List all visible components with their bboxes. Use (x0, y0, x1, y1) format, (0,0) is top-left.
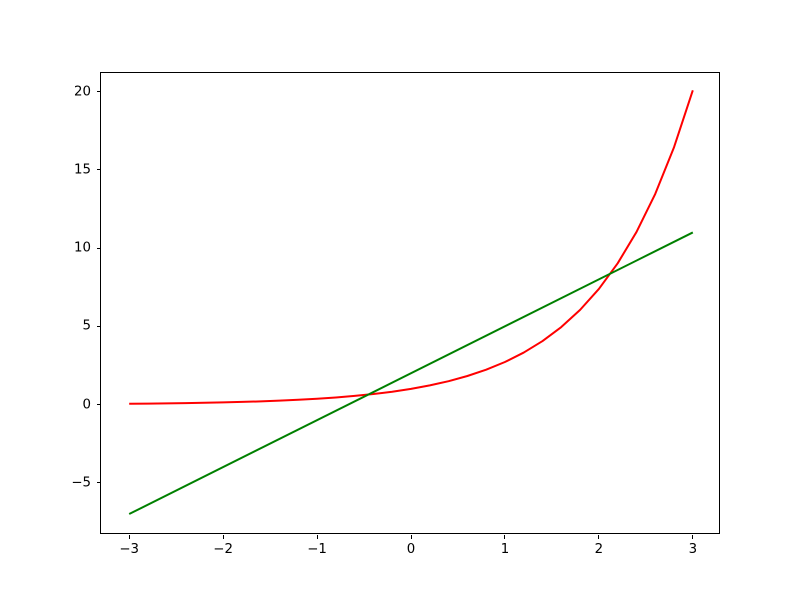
axes: −3−2−10123−505101520 (100, 72, 720, 534)
xtick-label: −2 (213, 542, 233, 557)
ytick-label: 0 (83, 397, 91, 412)
ytick-label: −5 (71, 475, 91, 490)
xtick-mark (692, 535, 693, 539)
series-line (129, 232, 693, 514)
ytick-mark (97, 482, 101, 483)
xtick-label: −1 (307, 542, 327, 557)
xtick-label: −3 (119, 542, 139, 557)
xtick-mark (411, 535, 412, 539)
xtick-label: 2 (595, 542, 603, 557)
series-exp (129, 90, 693, 403)
ytick-mark (97, 404, 101, 405)
xtick-mark (504, 535, 505, 539)
xtick-mark (598, 535, 599, 539)
ytick-label: 5 (83, 319, 91, 334)
xtick-label: 1 (501, 542, 509, 557)
ytick-label: 15 (74, 162, 91, 177)
xtick-mark (223, 535, 224, 539)
xtick-mark (129, 535, 130, 539)
figure: −3 −2 −1 0 1 2 3 −5 0 5 10 15 20 (0, 0, 800, 600)
ytick-label: 20 (74, 84, 91, 99)
ytick-label: 10 (74, 241, 91, 256)
plot-area (101, 73, 721, 535)
xtick-label: 3 (689, 542, 697, 557)
xtick-mark (317, 535, 318, 539)
ytick-mark (97, 248, 101, 249)
ytick-mark (97, 169, 101, 170)
xtick-label: 0 (407, 542, 415, 557)
ytick-mark (97, 326, 101, 327)
ytick-mark (97, 91, 101, 92)
